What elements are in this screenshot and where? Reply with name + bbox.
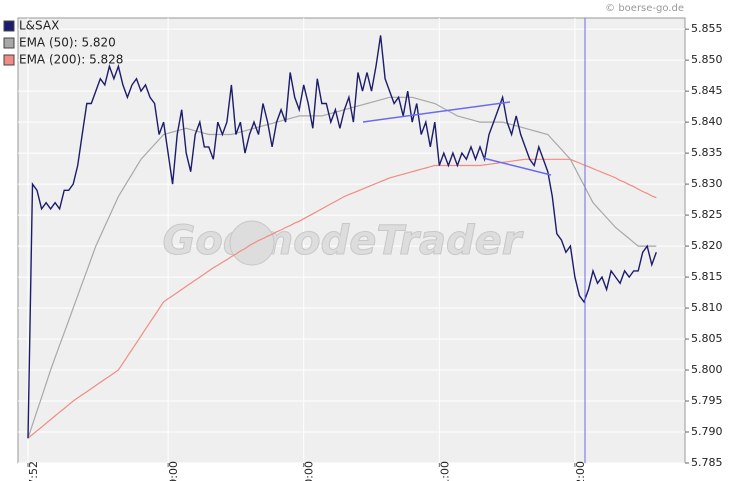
x-tick-label: 07:52 — [27, 461, 40, 481]
legend-swatch — [3, 20, 15, 32]
y-tick-label: 5.845 — [691, 84, 723, 97]
legend-label: EMA (200): 5.828 — [19, 53, 123, 67]
source: © boerse-go.de — [605, 3, 684, 14]
legend-label: EMA (50): 5.820 — [19, 36, 116, 50]
trend-line — [482, 157, 552, 176]
series-line — [27, 96, 657, 439]
y-tick-label: 5.785 — [691, 456, 723, 469]
legend-swatch — [3, 37, 15, 49]
x-tick-label: 11:00 — [438, 461, 451, 481]
y-tick-label: 5.820 — [691, 239, 723, 252]
watermark: GodmodeTrader — [163, 218, 524, 264]
y-tick-label: 5.790 — [691, 425, 723, 438]
legend-label: L&SAX — [19, 19, 59, 33]
legend-swatch — [3, 54, 15, 66]
y-tick-label: 5.800 — [691, 363, 723, 376]
x-tick-label: 12:00 — [574, 461, 587, 481]
series-line — [27, 158, 657, 439]
y-tick-label: 5.795 — [691, 394, 723, 407]
y-tick-label: 5.830 — [691, 177, 723, 190]
x-tick-label: 09:00 — [167, 461, 180, 481]
y-tick-label: 5.835 — [691, 146, 723, 159]
y-tick-label: 5.840 — [691, 115, 723, 128]
y-tick-label: 5.805 — [691, 332, 723, 345]
y-tick-label: 5.810 — [691, 301, 723, 314]
trend-line — [362, 101, 511, 123]
x-tick-label: 10:00 — [303, 461, 316, 481]
y-tick-label: 5.850 — [691, 53, 723, 66]
series-line — [27, 35, 657, 439]
watermark-logo — [229, 220, 275, 266]
y-tick-label: 5.855 — [691, 22, 723, 35]
y-tick-label: 5.815 — [691, 270, 723, 283]
y-tick-label: 5.825 — [691, 208, 723, 221]
